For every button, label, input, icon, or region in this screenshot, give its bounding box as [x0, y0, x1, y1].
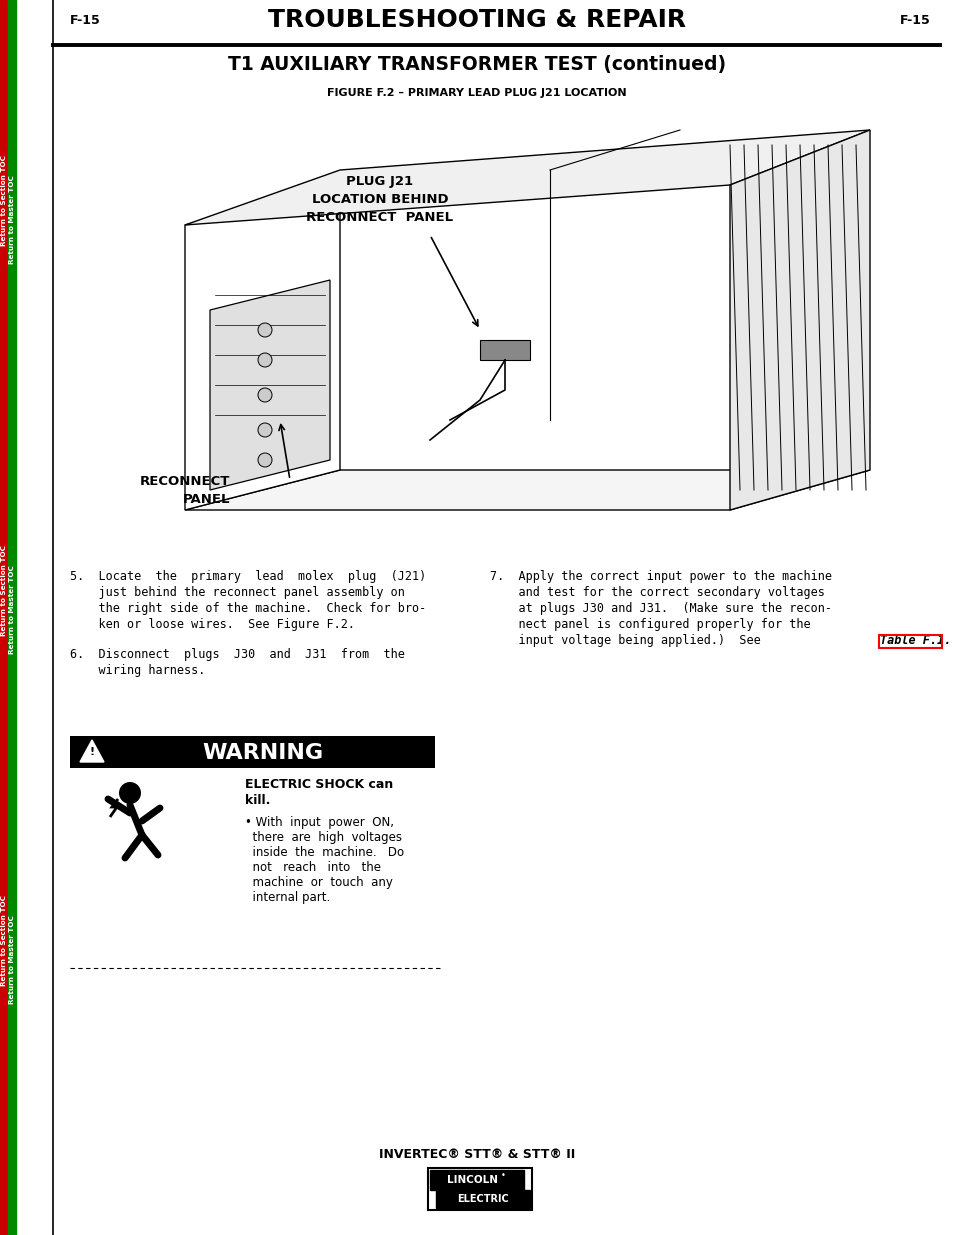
Text: 7.  Apply the correct input power to the machine: 7. Apply the correct input power to the … [490, 571, 831, 583]
Circle shape [257, 388, 272, 403]
Polygon shape [479, 340, 530, 359]
Bar [428, 1168, 532, 1210]
Text: internal part.: internal part. [245, 890, 330, 904]
Bar [160, 120, 879, 520]
Text: and test for the correct secondary voltages: and test for the correct secondary volta… [490, 585, 824, 599]
Text: •: • [500, 1172, 505, 1181]
Text: TROUBLESHOOTING & REPAIR: TROUBLESHOOTING & REPAIR [268, 7, 685, 32]
Text: PLUG J21: PLUG J21 [346, 175, 414, 188]
Text: machine  or  touch  any: machine or touch any [245, 876, 393, 889]
Text: 6.  Disconnect  plugs  J30  and  J31  from  the: 6. Disconnect plugs J30 and J31 from the [70, 648, 404, 661]
Polygon shape [185, 185, 339, 510]
Text: FIGURE F.2 – PRIMARY LEAD PLUG J21 LOCATION: FIGURE F.2 – PRIMARY LEAD PLUG J21 LOCAT… [327, 88, 626, 98]
Text: Return to Master TOC: Return to Master TOC [9, 175, 15, 264]
Text: Return to Master TOC: Return to Master TOC [9, 915, 15, 1004]
Circle shape [257, 453, 272, 467]
Text: F-15: F-15 [899, 14, 930, 27]
Text: T1 AUXILIARY TRANSFORMER TEST (continued): T1 AUXILIARY TRANSFORMER TEST (continued… [228, 56, 725, 74]
Circle shape [257, 324, 272, 337]
Text: RECONNECT: RECONNECT [139, 475, 230, 488]
Text: F-15: F-15 [70, 14, 101, 27]
Text: Return to Section TOC: Return to Section TOC [1, 894, 7, 986]
Polygon shape [729, 130, 869, 510]
Text: at plugs J30 and J31.  (Make sure the recon-: at plugs J30 and J31. (Make sure the rec… [490, 601, 831, 615]
Text: input voltage being applied.)  See: input voltage being applied.) See [490, 634, 767, 647]
Text: • With  input  power  ON,: • With input power ON, [245, 816, 394, 829]
Bar [436, 1191, 530, 1208]
Bar [878, 635, 941, 648]
Polygon shape [210, 280, 330, 490]
Text: not   reach   into   the: not reach into the [245, 861, 380, 874]
Text: PANEL: PANEL [182, 493, 230, 506]
Text: inside  the  machine.   Do: inside the machine. Do [245, 846, 404, 860]
Text: Return to Section TOC: Return to Section TOC [1, 154, 7, 246]
Text: wiring harness.: wiring harness. [70, 664, 205, 677]
Polygon shape [80, 740, 104, 762]
Text: !: ! [90, 747, 94, 757]
Text: Return to Master TOC: Return to Master TOC [9, 566, 15, 655]
Text: ken or loose wires.  See Figure F.2.: ken or loose wires. See Figure F.2. [70, 618, 355, 631]
Circle shape [119, 782, 141, 804]
Bar [8, 0, 16, 1235]
Text: Table F.1.: Table F.1. [879, 634, 950, 647]
Circle shape [257, 353, 272, 367]
Bar [0, 0, 8, 1235]
Text: LINCOLN: LINCOLN [447, 1174, 498, 1186]
Text: there  are  high  voltages: there are high voltages [245, 831, 401, 844]
Polygon shape [185, 471, 869, 510]
Text: nect panel is configured properly for the: nect panel is configured properly for th… [490, 618, 810, 631]
Text: LOCATION BEHIND: LOCATION BEHIND [312, 193, 448, 206]
Circle shape [257, 424, 272, 437]
Text: ELECTRIC: ELECTRIC [456, 1194, 508, 1204]
Text: INVERTEC® STT® & STT® II: INVERTEC® STT® & STT® II [378, 1149, 575, 1161]
Text: the right side of the machine.  Check for bro-: the right side of the machine. Check for… [70, 601, 426, 615]
Polygon shape [185, 130, 869, 225]
Text: RECONNECT  PANEL: RECONNECT PANEL [306, 211, 453, 224]
Bar [70, 736, 435, 768]
Text: ELECTRIC SHOCK can: ELECTRIC SHOCK can [245, 778, 393, 790]
Text: WARNING: WARNING [202, 743, 323, 763]
Text: just behind the reconnect panel assembly on: just behind the reconnect panel assembly… [70, 585, 404, 599]
Text: kill.: kill. [245, 794, 270, 806]
Text: 5.  Locate  the  primary  lead  molex  plug  (J21): 5. Locate the primary lead molex plug (J… [70, 571, 426, 583]
Text: Return to Section TOC: Return to Section TOC [1, 545, 7, 636]
Bar [430, 1170, 523, 1191]
